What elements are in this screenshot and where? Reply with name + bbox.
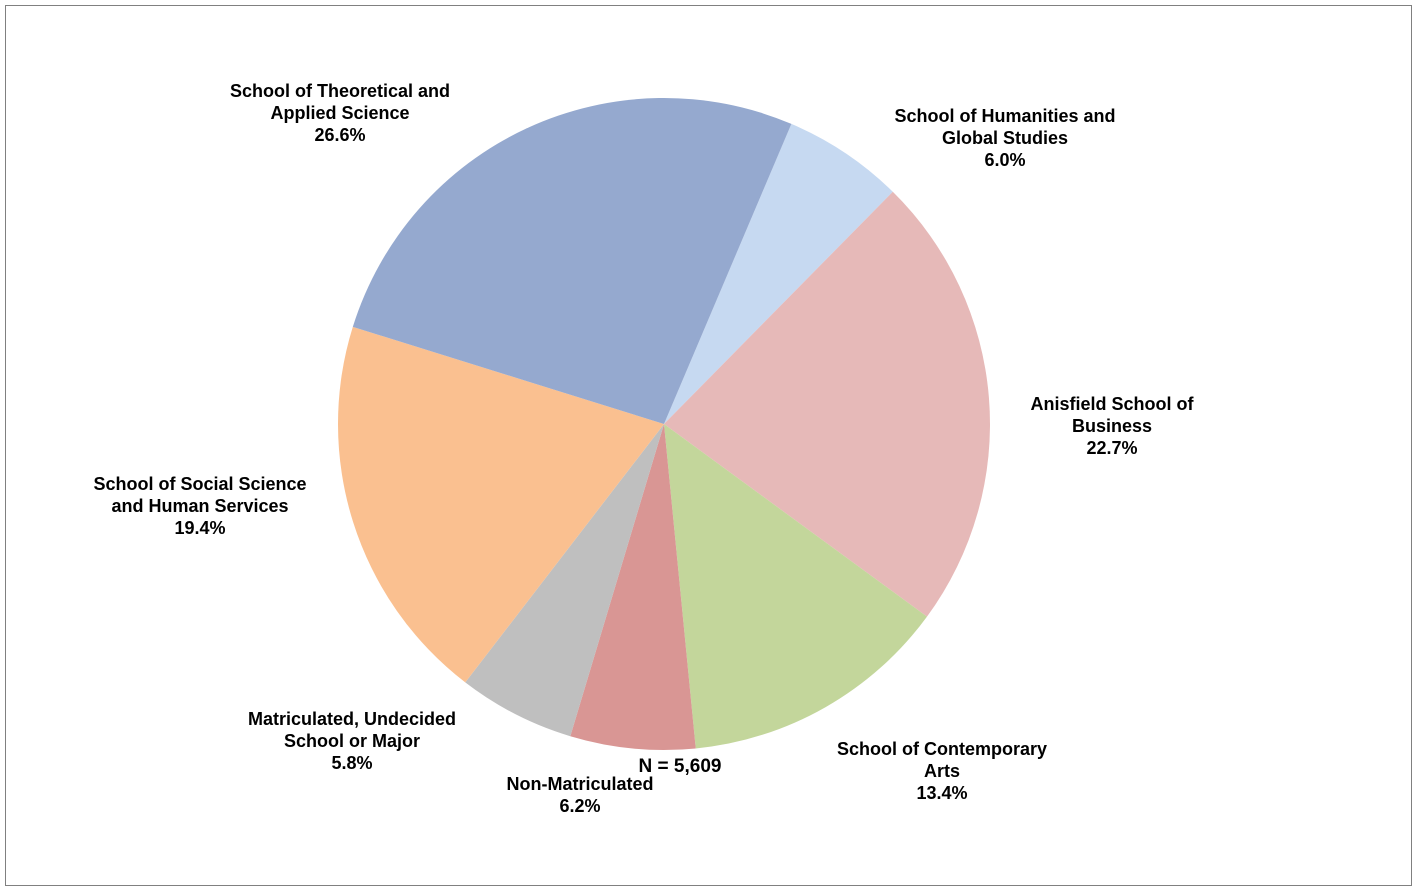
slice-label-0: School of Humanities and Global Studies 6.…	[894, 106, 1115, 170]
slice-name-line: and Human Services	[111, 496, 288, 516]
slice-pct-label: 22.7%	[1086, 438, 1137, 458]
pie-slice-5	[338, 326, 664, 683]
slice-name-line: Applied Science	[270, 103, 409, 123]
pie-slice-1	[664, 191, 990, 617]
slice-pct-label: 6.0%	[984, 150, 1025, 170]
slice-label-5: School of Social Science and Human Servic…	[93, 474, 306, 538]
pie-slice-0	[664, 123, 893, 425]
slice-pct-label: 5.8%	[331, 753, 372, 773]
pie-slice-2	[664, 424, 928, 749]
slice-name-line: Matriculated, Undecided	[248, 709, 456, 729]
pie-slice-3	[570, 424, 696, 751]
slice-label-1: Anisfield School of Business 22.7%	[1030, 394, 1194, 458]
pie-slice-6	[352, 98, 792, 424]
slice-name-line: Arts	[924, 761, 960, 781]
pie-slice-4	[465, 424, 664, 737]
slice-name-line: School or Major	[284, 731, 420, 751]
sample-size-label: N = 5,609	[638, 756, 722, 777]
slice-name-line: Non-Matriculated	[506, 774, 653, 794]
pie-slices	[338, 98, 990, 751]
slice-name-line: Anisfield School of	[1030, 394, 1194, 414]
slice-pct-label: 19.4%	[174, 518, 225, 538]
slice-name-line: Global Studies	[942, 128, 1068, 148]
slice-pct-label: 26.6%	[314, 125, 365, 145]
slice-label-2: School of Contemporary Arts 13.4%	[837, 739, 1047, 803]
slice-name-line: School of Social Science	[93, 474, 306, 494]
slice-pct-label: 6.2%	[559, 796, 600, 816]
slice-label-3: Non-Matriculated 6.2%	[506, 774, 653, 816]
slice-label-6: School of Theoretical and Applied Science…	[230, 81, 450, 145]
slice-labels: School of Humanities and Global Studies 6.…	[93, 81, 1194, 816]
slice-name-line: School of Contemporary	[837, 739, 1047, 759]
slice-name-line: Business	[1072, 416, 1152, 436]
slice-name-line: School of Theoretical and	[230, 81, 450, 101]
slice-pct-label: 13.4%	[916, 783, 967, 803]
slice-label-4: Matriculated, Undecided School or Major 5.…	[248, 709, 456, 773]
slice-name-line: School of Humanities and	[894, 106, 1115, 126]
